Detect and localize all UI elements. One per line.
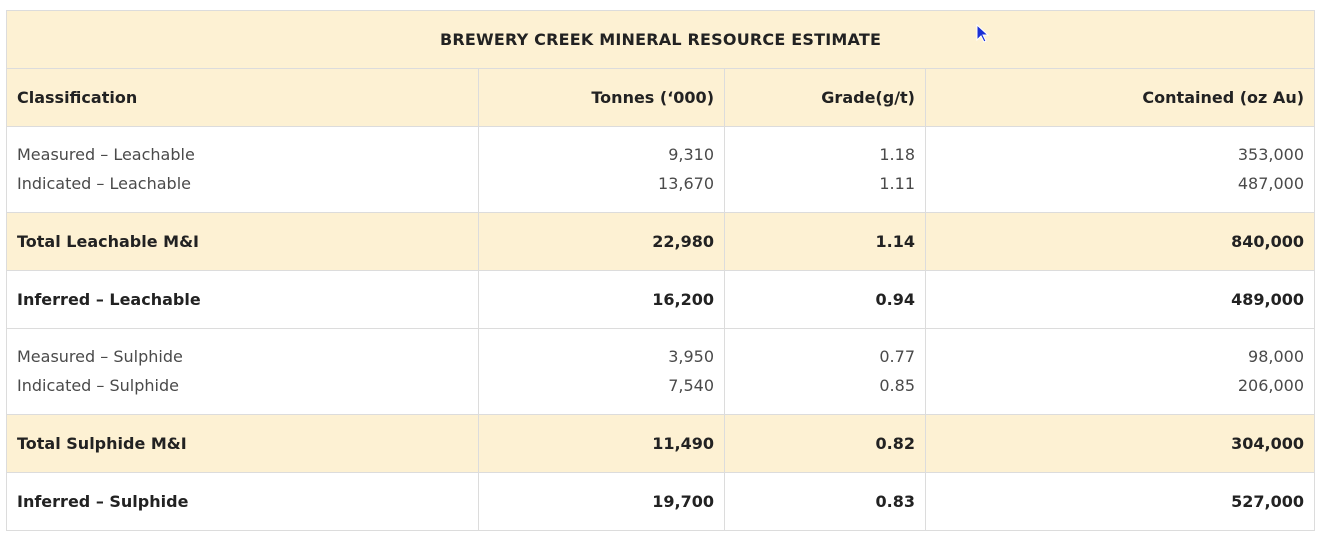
- tonnes-cell: 9,310 13,670: [478, 126, 725, 213]
- table-row-sulphide-detail: Measured – Sulphide Indicated – Sulphide…: [6, 328, 1316, 415]
- grade-value: 0.83: [724, 472, 926, 531]
- row-label: Measured – Sulphide: [17, 347, 183, 366]
- classification-cell: Measured – Sulphide Indicated – Sulphide: [6, 328, 479, 415]
- grade-value: 0.77: [879, 347, 915, 366]
- mouse-pointer-icon: [976, 24, 990, 43]
- grade-value: 1.18: [879, 145, 915, 164]
- row-label: Indicated – Sulphide: [17, 375, 179, 395]
- contained-value: 206,000: [1237, 375, 1305, 395]
- header-classification: Classification: [6, 68, 479, 127]
- header-grade: Grade(g/t): [724, 68, 926, 127]
- table-title-row: BREWERY CREEK MINERAL RESOURCE ESTIMATE: [5, 10, 1316, 69]
- contained-value: 487,000: [1237, 173, 1305, 193]
- grade-value: 1.11: [879, 173, 915, 193]
- tonnes-cell: 3,950 7,540: [478, 328, 725, 415]
- resource-table: BREWERY CREEK MINERAL RESOURCE ESTIMATE …: [5, 10, 1316, 531]
- table-row-total-leachable: Total Leachable M&I 22,980 1.14 840,000: [6, 212, 1316, 271]
- row-label: Inferred – Sulphide: [6, 472, 479, 531]
- table-row-total-sulphide: Total Sulphide M&I 11,490 0.82 304,000: [6, 414, 1316, 473]
- grade-value: 0.85: [879, 375, 915, 395]
- tonnes-value: 16,200: [478, 270, 725, 329]
- table-title: BREWERY CREEK MINERAL RESOURCE ESTIMATE: [5, 10, 1316, 69]
- table-row-inferred-leachable: Inferred – Leachable 16,200 0.94 489,000: [6, 270, 1316, 329]
- grade-value: 1.14: [724, 212, 926, 271]
- contained-value: 353,000: [1237, 145, 1305, 164]
- row-label: Inferred – Leachable: [6, 270, 479, 329]
- table-row-leachable-detail: Measured – Leachable Indicated – Leachab…: [6, 126, 1316, 213]
- tonnes-value: 22,980: [478, 212, 725, 271]
- grade-cell: 0.77 0.85: [724, 328, 926, 415]
- header-contained: Contained (oz Au): [924, 68, 1316, 127]
- row-label: Total Leachable M&I: [6, 212, 479, 271]
- row-label: Measured – Leachable: [17, 145, 195, 164]
- grade-value: 0.94: [724, 270, 926, 329]
- header-tonnes: Tonnes (‘000): [478, 68, 725, 127]
- tonnes-value: 13,670: [658, 173, 714, 193]
- contained-value: 304,000: [924, 414, 1316, 473]
- tonnes-value: 3,950: [668, 347, 714, 366]
- table-row-inferred-sulphide: Inferred – Sulphide 19,700 0.83 527,000: [6, 472, 1316, 531]
- tonnes-value: 9,310: [668, 145, 714, 164]
- grade-cell: 1.18 1.11: [724, 126, 926, 213]
- row-label: Total Sulphide M&I: [6, 414, 479, 473]
- classification-cell: Measured – Leachable Indicated – Leachab…: [6, 126, 479, 213]
- table-header-row: Classification Tonnes (‘000) Grade(g/t) …: [6, 68, 1316, 127]
- tonnes-value: 19,700: [478, 472, 725, 531]
- contained-value: 527,000: [924, 472, 1316, 531]
- grade-value: 0.82: [724, 414, 926, 473]
- contained-value: 98,000: [1248, 347, 1305, 366]
- tonnes-value: 7,540: [668, 375, 714, 395]
- tonnes-value: 11,490: [478, 414, 725, 473]
- row-label: Indicated – Leachable: [17, 173, 191, 193]
- contained-cell: 353,000 487,000: [924, 126, 1316, 213]
- contained-value: 840,000: [924, 212, 1316, 271]
- contained-cell: 98,000 206,000: [924, 328, 1316, 415]
- contained-value: 489,000: [924, 270, 1316, 329]
